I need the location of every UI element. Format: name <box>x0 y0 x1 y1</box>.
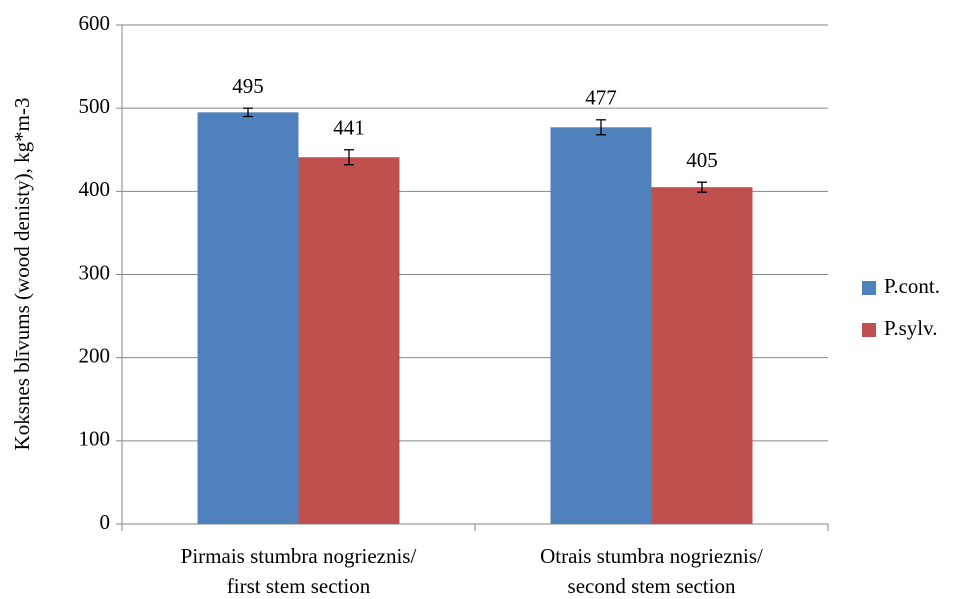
y-tick-label: 300 <box>79 260 111 284</box>
value-label: 405 <box>686 148 718 172</box>
legend-swatch <box>862 323 876 337</box>
value-label: 477 <box>585 86 617 110</box>
y-tick-label: 400 <box>79 177 111 201</box>
value-label: 495 <box>232 74 264 98</box>
y-tick-label: 600 <box>79 11 111 35</box>
y-tick-label: 500 <box>79 94 111 118</box>
error-bar <box>243 107 253 118</box>
error-bar <box>344 149 354 166</box>
value-label: 441 <box>333 116 365 140</box>
legend-label: P.cont. <box>884 274 940 298</box>
y-tick-label: 100 <box>79 427 111 451</box>
legend-label: P.sylv. <box>884 316 938 340</box>
bar <box>651 187 753 525</box>
legend-swatch <box>862 281 876 295</box>
bar <box>197 112 299 524</box>
bar <box>550 127 652 525</box>
x-tick-label: second stem section <box>568 574 736 598</box>
error-bar <box>596 119 606 136</box>
x-tick-label: Otrais stumbra nogrieznis/ <box>540 544 763 568</box>
y-tick-label: 0 <box>100 510 111 534</box>
x-tick-label: Pirmais stumbra nogrieznis/ <box>181 544 417 568</box>
error-bar <box>697 181 707 193</box>
y-axis-label: Koksnes blīvums (wood denisty), kg*m-3 <box>10 98 34 451</box>
y-tick-label: 200 <box>79 343 111 367</box>
x-tick-label: first stem section <box>227 574 371 598</box>
bar <box>298 157 400 525</box>
